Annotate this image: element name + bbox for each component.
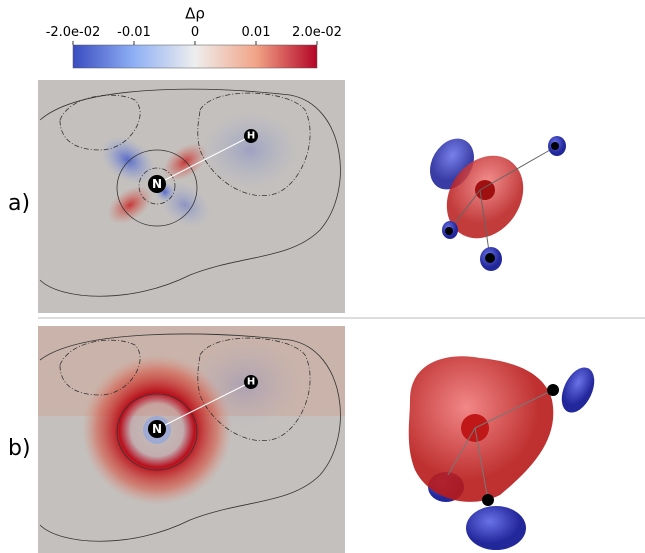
colorbar-tick-label: 0 bbox=[191, 25, 199, 40]
atom-marker bbox=[148, 420, 166, 438]
colorbar-tick-label: 2.0e-02 bbox=[292, 25, 342, 40]
atom-label: N bbox=[152, 422, 162, 436]
panel-label: b) bbox=[8, 436, 31, 461]
atom-marker bbox=[148, 175, 166, 193]
panel-label: a) bbox=[8, 191, 30, 216]
colorbar-tick-label: 0.01 bbox=[242, 25, 271, 40]
isosurface-b bbox=[408, 356, 595, 550]
density-map-b bbox=[38, 326, 345, 553]
colorbar-ticks: -2.0e-02 -0.01 0 0.01 2.0e-02 bbox=[46, 25, 342, 45]
colorbar-label: Δρ bbox=[185, 5, 205, 23]
atom-marker bbox=[244, 129, 258, 143]
colorbar-tick-label: -2.0e-02 bbox=[46, 25, 101, 40]
atom-label: H bbox=[247, 377, 255, 388]
colorbar bbox=[72, 44, 318, 69]
colorbar-tick-label: -0.01 bbox=[117, 25, 151, 40]
atom-label: H bbox=[247, 131, 255, 142]
atom-marker bbox=[244, 375, 258, 389]
density-map-a bbox=[38, 80, 345, 313]
atom-label: N bbox=[152, 177, 162, 191]
isosurface-a bbox=[430, 136, 566, 271]
